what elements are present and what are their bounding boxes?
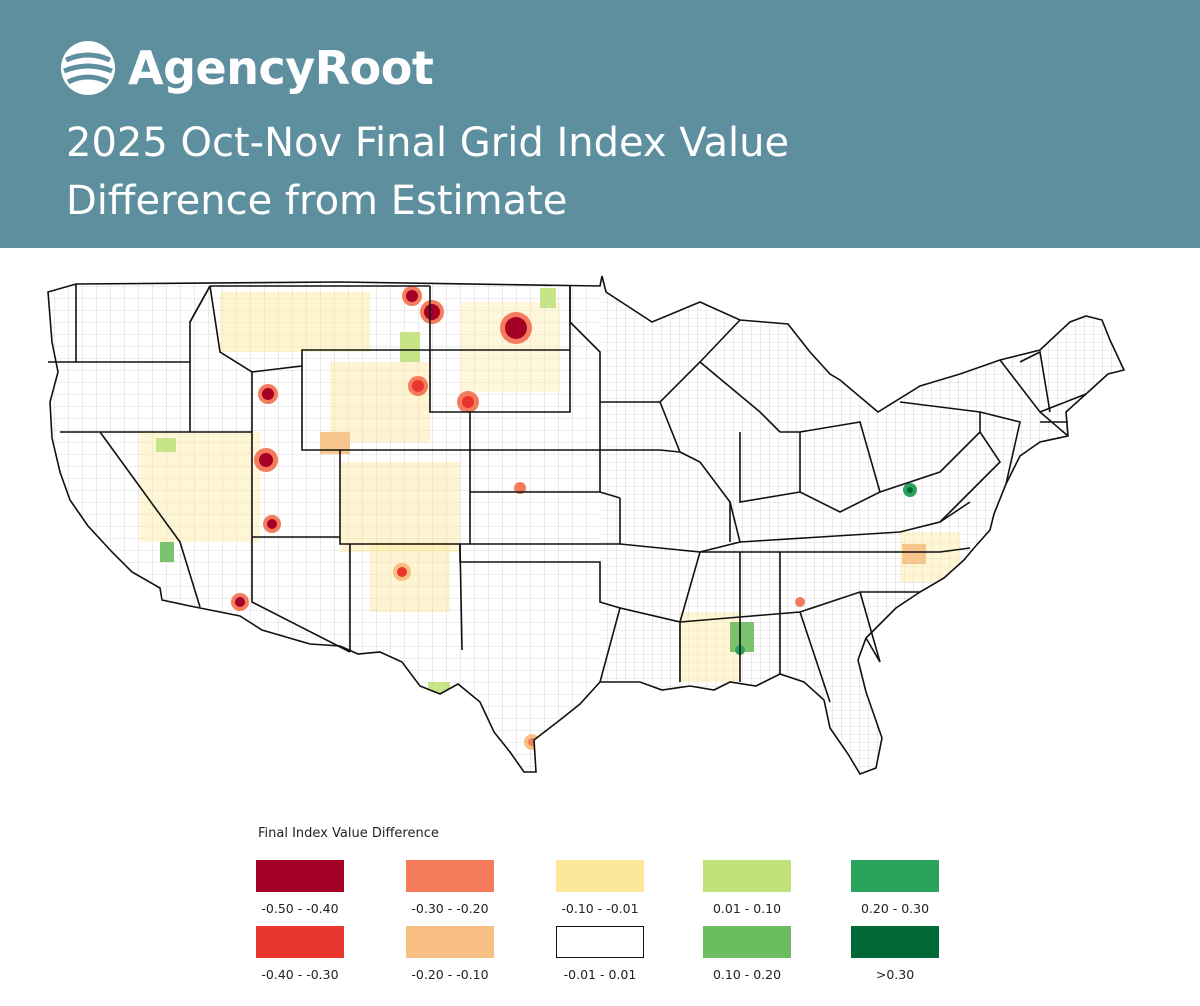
legend-label: -0.50 - -0.40 xyxy=(261,901,339,916)
legend-swatch xyxy=(256,860,344,892)
legend-swatch xyxy=(556,860,644,892)
legend-label: -0.40 - -0.30 xyxy=(261,967,339,982)
map-legend: Final Index Value Difference -0.50 - -0.… xyxy=(248,820,968,990)
legend-swatch xyxy=(406,860,494,892)
legend-swatch xyxy=(703,860,791,892)
agencyroot-logo-icon xyxy=(61,41,115,95)
legend-swatch xyxy=(851,860,939,892)
legend-label: -0.30 - -0.20 xyxy=(411,901,489,916)
legend-label: -0.10 - -0.01 xyxy=(561,901,639,916)
legend-label: 0.10 - 0.20 xyxy=(712,967,782,982)
legend-swatch xyxy=(851,926,939,958)
minor-difference-patches xyxy=(140,288,960,702)
legend-label: 0.01 - 0.10 xyxy=(712,901,782,916)
map-svg xyxy=(47,275,1125,775)
legend-title: Final Index Value Difference xyxy=(258,826,439,841)
page-title: 2025 Oct-Nov Final Grid Index Value Diff… xyxy=(66,114,789,230)
title-line-1: 2025 Oct-Nov Final Grid Index Value xyxy=(66,120,790,166)
legend-swatch xyxy=(406,926,494,958)
legend-swatch xyxy=(556,926,644,958)
title-line-2: Difference from Estimate xyxy=(66,178,568,224)
us-county-map xyxy=(40,262,1140,802)
legend-label: 0.20 - 0.30 xyxy=(860,901,930,916)
legend-label: >0.30 xyxy=(875,967,915,982)
legend-swatch xyxy=(703,926,791,958)
header-banner: AgencyRoot 2025 Oct-Nov Final Grid Index… xyxy=(0,0,1200,248)
legend-swatch xyxy=(256,926,344,958)
brand-logo: AgencyRoot xyxy=(60,36,434,100)
brand-name: AgencyRoot xyxy=(128,41,434,95)
legend-label: -0.01 - 0.01 xyxy=(563,967,637,982)
legend-label: -0.20 - -0.10 xyxy=(411,967,489,982)
state-borders xyxy=(47,275,1125,775)
